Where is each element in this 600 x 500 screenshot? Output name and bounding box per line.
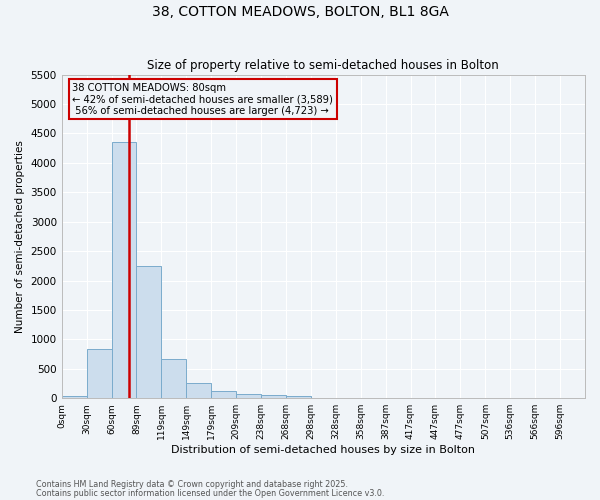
Text: Contains HM Land Registry data © Crown copyright and database right 2025.: Contains HM Land Registry data © Crown c… — [36, 480, 348, 489]
Bar — [236, 394, 261, 398]
Bar — [261, 396, 286, 398]
X-axis label: Distribution of semi-detached houses by size in Bolton: Distribution of semi-detached houses by … — [172, 445, 475, 455]
Bar — [86, 350, 112, 398]
Text: Contains public sector information licensed under the Open Government Licence v3: Contains public sector information licen… — [36, 489, 385, 498]
Y-axis label: Number of semi-detached properties: Number of semi-detached properties — [15, 140, 25, 333]
Title: Size of property relative to semi-detached houses in Bolton: Size of property relative to semi-detach… — [148, 59, 499, 72]
Bar — [112, 142, 136, 398]
Bar — [286, 396, 311, 398]
Bar — [211, 390, 236, 398]
Bar — [136, 266, 161, 398]
Bar — [186, 383, 211, 398]
Bar — [62, 396, 86, 398]
Text: 38 COTTON MEADOWS: 80sqm
← 42% of semi-detached houses are smaller (3,589)
 56% : 38 COTTON MEADOWS: 80sqm ← 42% of semi-d… — [72, 82, 333, 116]
Bar — [161, 359, 186, 398]
Text: 38, COTTON MEADOWS, BOLTON, BL1 8GA: 38, COTTON MEADOWS, BOLTON, BL1 8GA — [152, 5, 448, 19]
